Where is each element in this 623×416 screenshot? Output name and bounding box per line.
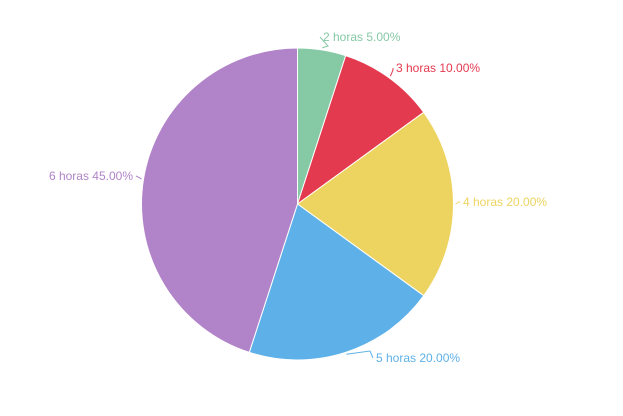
slice-label-4-horas: 4 horas 20.00% [463,195,547,209]
leader-line-2-horas [319,36,329,49]
pie-slice-4-horas [296,111,454,297]
pie-leader-lines [135,36,460,359]
slice-label-6-horas: 6 horas 45.00% [49,169,133,183]
leader-line-6-horas [135,175,142,180]
slice-label-2-horas: 2 horas 5.00% [323,30,401,44]
pie-slice-6-horas [141,47,298,353]
leader-line-4-horas [455,201,460,205]
leader-line-3-horas [389,68,394,77]
pie-slice-5-horas [248,203,425,361]
slice-label-5-horas: 5 horas 20.00% [376,351,460,365]
leader-line-5-horas [346,350,374,359]
pie-labels: 2 horas 5.00% 3 horas 10.00% 4 horas 20.00… [49,30,547,365]
slice-label-3-horas: 3 horas 10.00% [396,61,480,75]
pie-slice-3-horas [296,55,425,206]
pie-slices [141,47,454,361]
